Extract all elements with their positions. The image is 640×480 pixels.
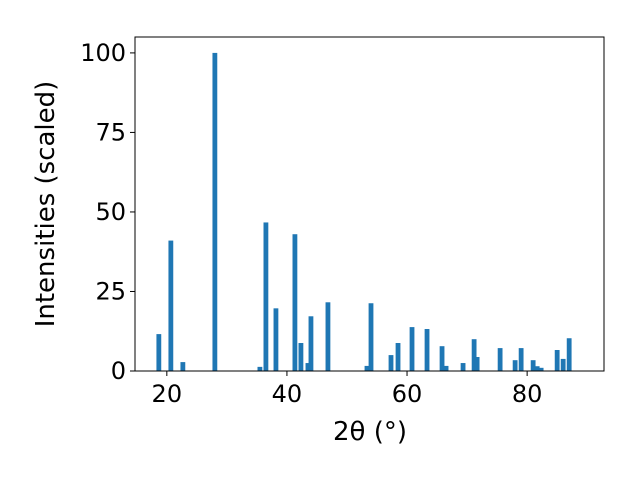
y-axis-label: Intensities (scaled) <box>31 81 61 328</box>
bar <box>439 346 445 371</box>
bar <box>443 365 449 371</box>
bar <box>298 343 304 371</box>
bar <box>471 339 477 371</box>
bar <box>156 334 162 371</box>
y-tick-label: 25 <box>95 277 126 305</box>
bar <box>273 308 279 371</box>
bar <box>512 360 518 371</box>
bar <box>308 316 314 371</box>
bar <box>388 355 394 371</box>
x-tick-label: 80 <box>512 380 543 408</box>
bar <box>368 303 374 371</box>
bar <box>212 52 218 372</box>
bar <box>538 367 544 371</box>
bar <box>292 234 298 371</box>
y-tick-label: 0 <box>111 357 126 385</box>
bar <box>534 366 540 371</box>
bar <box>305 363 311 371</box>
y-tick-label: 75 <box>95 118 126 146</box>
bar <box>560 358 566 371</box>
bar <box>395 343 401 371</box>
bar <box>325 302 331 371</box>
y-tick-label: 50 <box>95 198 126 226</box>
plot-frame <box>134 36 605 372</box>
bar <box>409 327 415 371</box>
bar <box>364 365 370 371</box>
x-tick-label: 20 <box>152 380 183 408</box>
bar <box>518 348 524 371</box>
bar <box>497 348 503 371</box>
bar <box>263 222 269 371</box>
x-axis-label: 2θ (°) <box>333 417 407 447</box>
bar <box>554 350 560 371</box>
y-tick-label: 100 <box>80 39 126 67</box>
bar <box>474 357 480 371</box>
bar <box>168 240 174 371</box>
x-tick-label: 40 <box>272 380 303 408</box>
bar <box>530 360 536 371</box>
bar <box>566 338 572 371</box>
bar <box>180 362 186 371</box>
bar <box>257 366 263 371</box>
x-tick-label: 60 <box>392 380 423 408</box>
bar <box>460 363 466 371</box>
bar <box>424 329 430 371</box>
